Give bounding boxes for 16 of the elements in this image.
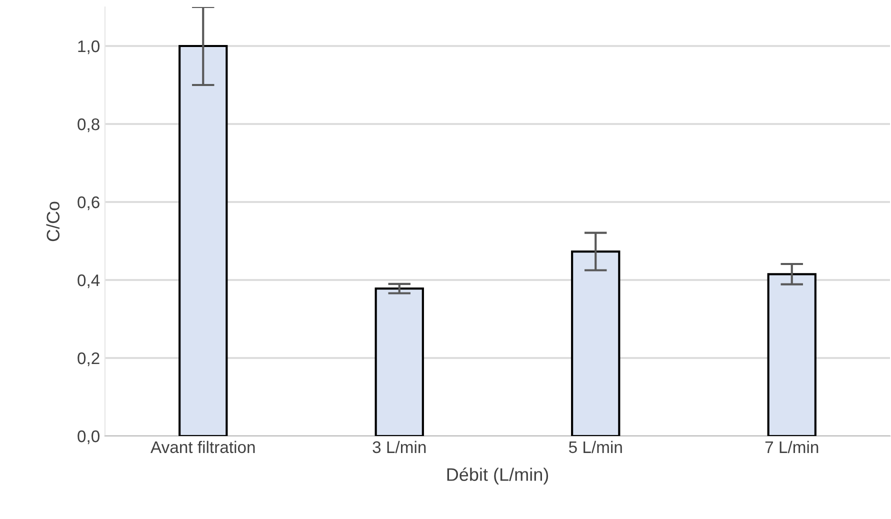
bar [767, 273, 816, 436]
y-tick-label: 0,6 [78, 196, 100, 210]
y-axis-title: C/Co [46, 202, 60, 242]
y-tick-label: 0,0 [78, 430, 100, 444]
y-tick-label: 0,2 [78, 352, 100, 366]
y-tick-label: 0,4 [78, 274, 100, 288]
x-axis-title: Débit (L/min) [447, 468, 548, 485]
bar [178, 44, 228, 436]
x-tick-label: 7 L/min [765, 440, 818, 454]
y-tick-label: 1,0 [78, 40, 100, 54]
y-tick-label: 0,8 [78, 118, 100, 132]
x-tick-label: 5 L/min [568, 440, 622, 454]
bar [571, 250, 620, 436]
x-tick-label: Avant filtration [150, 440, 255, 454]
bar [374, 288, 424, 436]
x-tick-label: 3 L/min [372, 440, 426, 454]
